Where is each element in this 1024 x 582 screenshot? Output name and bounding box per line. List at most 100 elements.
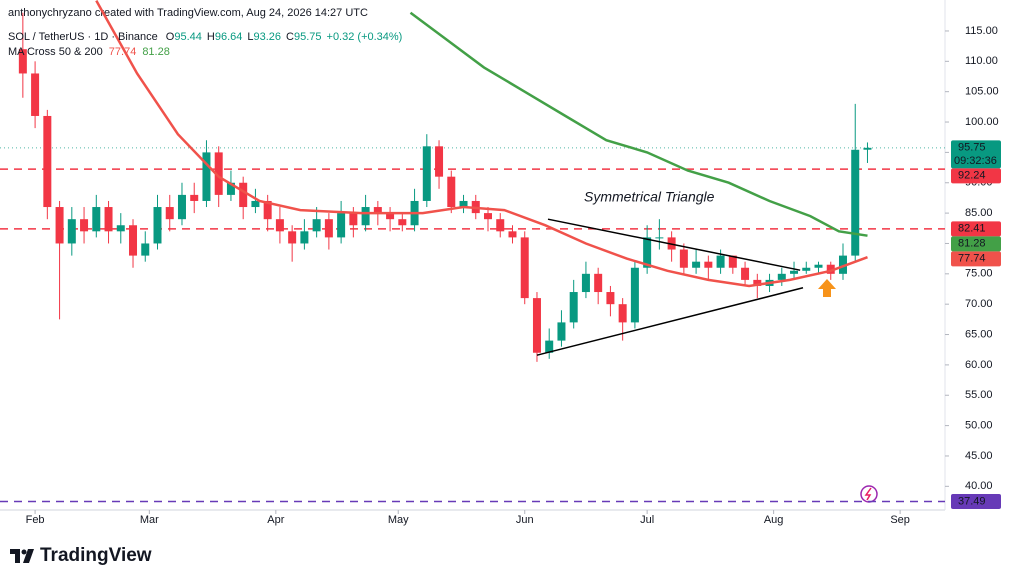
price-tag <box>951 140 1001 169</box>
price-tag-label: 92.24 <box>958 170 986 182</box>
candle-body <box>704 261 713 268</box>
x-tick-label: Apr <box>267 514 284 526</box>
candle-body <box>153 207 162 244</box>
candle-body <box>226 182 235 195</box>
candle-body <box>447 176 456 208</box>
candle-body <box>753 279 762 286</box>
candle-body <box>581 273 590 293</box>
y-tick-label: 85.00 <box>965 207 993 219</box>
candle-body <box>630 267 639 323</box>
y-tick-label: 40.00 <box>965 480 993 492</box>
candle-body <box>177 194 186 220</box>
candle-body <box>594 273 603 293</box>
candle-body <box>557 322 566 341</box>
candle-body <box>141 243 150 256</box>
brand-logo <box>10 549 34 563</box>
candle-body <box>790 270 799 274</box>
price-tag-label: 81.28 <box>958 238 986 250</box>
symbol: SOL / TetherUS · 1D · Binance <box>8 31 158 43</box>
legend-value: 93.26 <box>254 31 282 43</box>
candle-body <box>606 292 615 305</box>
indicator-value: 77.74 <box>109 46 137 58</box>
indicator: MA Cross 50 & 200 <box>8 46 103 58</box>
candle-body <box>508 231 517 238</box>
candle-body <box>300 231 309 244</box>
candle-body <box>373 207 382 214</box>
candle-body <box>251 200 260 208</box>
candle-body <box>618 304 627 323</box>
candle-body <box>55 207 64 244</box>
brand-name: TradingView <box>40 545 152 566</box>
legend-change: +0.32 (+0.34%) <box>327 31 403 43</box>
candle-body <box>324 219 333 238</box>
breakout-arrow <box>818 279 836 297</box>
countdown: 09:32:36 <box>954 155 997 167</box>
candle-body <box>777 273 786 280</box>
candle-body <box>275 219 284 232</box>
candle-body <box>851 149 860 256</box>
candle-body <box>802 267 811 271</box>
candle-body <box>838 255 847 274</box>
price-tag <box>951 221 1001 237</box>
candle-body <box>386 213 395 220</box>
price-tag <box>951 168 1001 184</box>
price-tag-label: 77.74 <box>958 253 986 265</box>
candle-body <box>484 213 493 220</box>
y-tick-label: 110.00 <box>965 55 998 67</box>
candle-body <box>655 237 664 239</box>
candle-body <box>43 115 52 208</box>
candle-body <box>104 207 113 232</box>
legend: SOL / TetherUS · 1D · Binance O95.44 H96.6… <box>8 31 402 43</box>
candle-body <box>337 213 346 238</box>
legend-field: O <box>166 31 175 43</box>
x-tick-label: Jul <box>640 514 654 526</box>
price-tag-label: 95.75 <box>958 142 986 154</box>
candle-body <box>129 225 138 256</box>
candle-body <box>288 231 297 244</box>
candle-body <box>863 147 872 150</box>
candle-body <box>728 255 737 268</box>
candle-body <box>814 264 823 268</box>
candle-body <box>214 152 223 195</box>
candle-body <box>349 213 358 226</box>
y-tick-label: 75.00 <box>965 268 993 280</box>
x-tick-label: Mar <box>140 514 159 526</box>
y-tick-label: 55.00 <box>965 389 993 401</box>
legend: MA Cross 50 & 200 77.74 81.28 <box>8 46 170 58</box>
x-tick-label: Sep <box>890 514 910 526</box>
legend-value: 95.44 <box>174 31 202 43</box>
candle-body <box>422 146 431 201</box>
candle-body <box>263 200 272 220</box>
y-tick-label: 65.00 <box>965 328 993 340</box>
trendline <box>536 287 804 356</box>
candle-body <box>92 207 101 232</box>
candle-body <box>532 298 541 353</box>
candle-body <box>361 207 370 226</box>
candle-body <box>716 255 725 268</box>
candle-body <box>459 200 468 208</box>
candle-body <box>116 225 125 232</box>
moving-average <box>409 11 868 237</box>
legend-field: C <box>286 31 294 43</box>
price-tag-label: 37.49 <box>958 495 986 507</box>
candle-body <box>826 264 835 274</box>
candle-body <box>31 73 40 116</box>
legend-value: 95.75 <box>294 31 322 43</box>
y-tick-label: 50.00 <box>965 420 993 432</box>
candle-body <box>398 219 407 226</box>
price-tag <box>951 236 1001 252</box>
event-icon <box>860 485 878 503</box>
indicator-value: 81.28 <box>142 46 170 58</box>
pattern-label: Symmetrical Triangle <box>584 189 715 205</box>
candle-body <box>741 267 750 280</box>
candle-body <box>496 219 505 232</box>
price-tag <box>951 251 1001 267</box>
y-tick-label: 45.00 <box>965 450 993 462</box>
candle-body <box>569 292 578 323</box>
candle-body <box>67 219 76 244</box>
y-tick-label: 60.00 <box>965 359 993 371</box>
price-tag-label: 82.41 <box>958 223 986 235</box>
x-tick-label: Aug <box>764 514 784 526</box>
